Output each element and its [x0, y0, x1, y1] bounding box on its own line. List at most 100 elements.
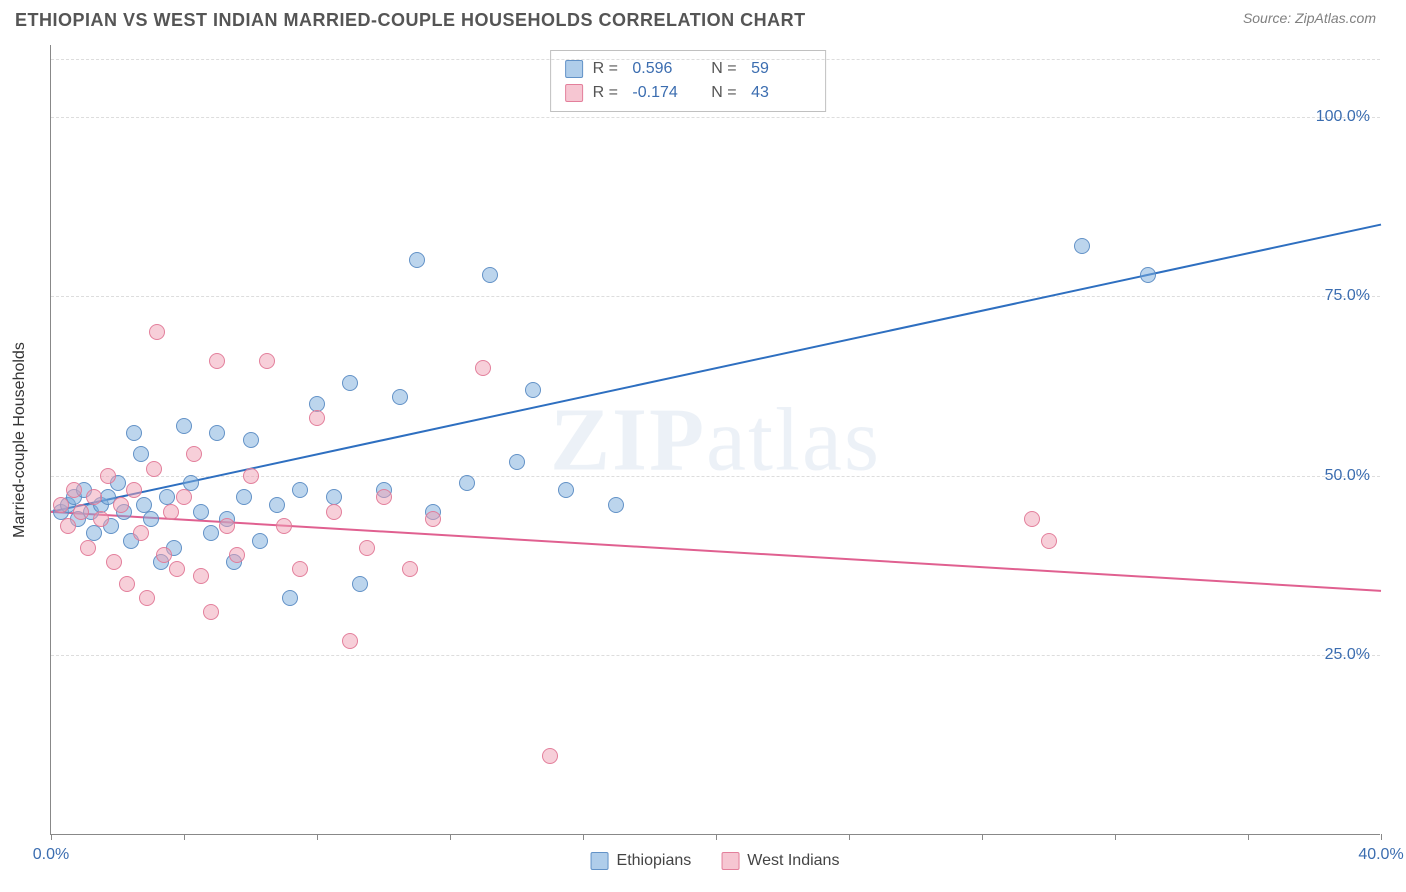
data-point	[402, 561, 418, 577]
data-point	[359, 540, 375, 556]
corr-n-label: N =	[702, 81, 741, 105]
data-point	[203, 604, 219, 620]
data-point	[209, 425, 225, 441]
data-point	[133, 525, 149, 541]
data-point	[156, 547, 172, 563]
data-point	[113, 497, 129, 513]
data-point	[482, 267, 498, 283]
data-point	[106, 554, 122, 570]
y-tick-label: 50.0%	[1325, 467, 1370, 485]
data-point	[60, 518, 76, 534]
data-point	[525, 382, 541, 398]
legend-swatch	[565, 60, 583, 78]
data-point	[475, 360, 491, 376]
x-tick	[849, 834, 850, 840]
corr-n-value: 43	[751, 81, 811, 105]
legend-label: Ethiopians	[617, 852, 692, 870]
corr-n-label: N =	[702, 57, 741, 81]
trendline-west-indians	[51, 512, 1381, 591]
data-point	[193, 568, 209, 584]
data-point	[126, 425, 142, 441]
data-point	[219, 518, 235, 534]
data-point	[66, 482, 82, 498]
data-point	[309, 410, 325, 426]
corr-r-value: 0.596	[632, 57, 692, 81]
data-point	[342, 633, 358, 649]
x-tick	[1248, 834, 1249, 840]
x-tick	[51, 834, 52, 840]
data-point	[1074, 238, 1090, 254]
x-tick	[184, 834, 185, 840]
data-point	[409, 252, 425, 268]
data-point	[126, 482, 142, 498]
x-tick	[450, 834, 451, 840]
corr-r-label: R =	[593, 57, 623, 81]
data-point	[159, 489, 175, 505]
corr-r-label: R =	[593, 81, 623, 105]
data-point	[203, 525, 219, 541]
y-tick-label: 25.0%	[1325, 646, 1370, 664]
x-tick	[317, 834, 318, 840]
data-point	[146, 461, 162, 477]
data-point	[1024, 511, 1040, 527]
data-point	[425, 511, 441, 527]
data-point	[193, 504, 209, 520]
data-point	[1041, 533, 1057, 549]
gridline	[51, 59, 1380, 60]
data-point	[326, 504, 342, 520]
data-point	[163, 504, 179, 520]
y-tick-label: 75.0%	[1325, 287, 1370, 305]
data-point	[558, 482, 574, 498]
source-attribution: Source: ZipAtlas.com	[1243, 10, 1376, 26]
legend-label: West Indians	[747, 852, 839, 870]
legend-swatch	[721, 852, 739, 870]
corr-legend-row: R = -0.174 N = 43	[565, 81, 811, 105]
data-point	[292, 561, 308, 577]
data-point	[176, 418, 192, 434]
data-point	[509, 454, 525, 470]
data-point	[80, 540, 96, 556]
corr-r-value: -0.174	[632, 81, 692, 105]
x-tick	[982, 834, 983, 840]
data-point	[143, 511, 159, 527]
legend-item: West Indians	[721, 852, 839, 870]
data-point	[86, 489, 102, 505]
data-point	[243, 468, 259, 484]
data-point	[169, 561, 185, 577]
gridline	[51, 655, 1380, 656]
x-tick	[1115, 834, 1116, 840]
gridline	[51, 117, 1380, 118]
data-point	[73, 504, 89, 520]
data-point	[1140, 267, 1156, 283]
series-legend: Ethiopians West Indians	[591, 852, 840, 870]
data-point	[93, 511, 109, 527]
data-point	[459, 475, 475, 491]
data-point	[186, 446, 202, 462]
data-point	[282, 590, 298, 606]
x-tick	[716, 834, 717, 840]
data-point	[176, 489, 192, 505]
data-point	[149, 324, 165, 340]
data-point	[608, 497, 624, 513]
data-point	[133, 446, 149, 462]
plot-area: ZIPatlas R = 0.596 N = 59R = -0.174 N = …	[50, 45, 1380, 835]
data-point	[209, 353, 225, 369]
data-point	[229, 547, 245, 563]
legend-item: Ethiopians	[591, 852, 692, 870]
data-point	[342, 375, 358, 391]
data-point	[119, 576, 135, 592]
data-point	[352, 576, 368, 592]
corr-legend-row: R = 0.596 N = 59	[565, 57, 811, 81]
legend-swatch	[591, 852, 609, 870]
data-point	[53, 497, 69, 513]
data-point	[292, 482, 308, 498]
data-point	[139, 590, 155, 606]
legend-swatch	[565, 84, 583, 102]
y-tick-label: 100.0%	[1316, 108, 1370, 126]
data-point	[236, 489, 252, 505]
data-point	[276, 518, 292, 534]
data-point	[252, 533, 268, 549]
corr-n-value: 59	[751, 57, 811, 81]
data-point	[259, 353, 275, 369]
data-point	[100, 468, 116, 484]
